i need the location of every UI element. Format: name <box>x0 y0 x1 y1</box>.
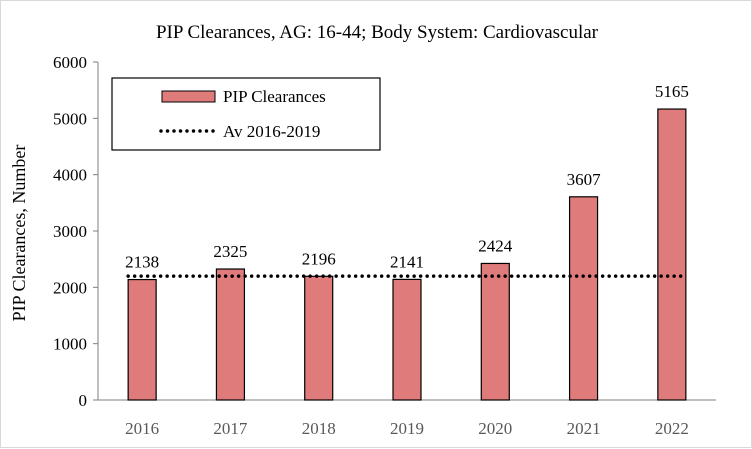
legend-swatch-bar <box>161 90 216 103</box>
bar <box>127 278 157 401</box>
x-tick-label: 2017 <box>213 419 248 438</box>
x-tick-label: 2019 <box>390 419 424 438</box>
y-tick-label: 4000 <box>53 166 87 185</box>
y-tick-label: 0 <box>79 391 88 410</box>
y-axis: 0 1000 2000 3000 4000 5000 6000 <box>53 53 99 410</box>
bar-value-label: 2325 <box>213 242 247 261</box>
y-tick-label: 2000 <box>53 278 87 297</box>
bar <box>304 275 334 401</box>
x-tick-label: 2018 <box>302 419 336 438</box>
y-tick-label: 1000 <box>53 335 87 354</box>
legend: PIP Clearances Av 2016-2019 <box>111 77 381 151</box>
legend-label-average: Av 2016-2019 <box>223 122 320 141</box>
bar-value-label: 2424 <box>478 236 513 255</box>
x-axis: 2016 2017 2018 2019 2020 2021 2022 <box>98 399 716 438</box>
bar <box>392 278 422 401</box>
bar <box>215 268 246 401</box>
bar-value-label: 2138 <box>125 253 159 272</box>
x-tick-label: 2016 <box>125 419 159 438</box>
bar-value-label: 2141 <box>390 252 424 271</box>
bar <box>568 196 599 401</box>
x-tick-label: 2020 <box>478 419 512 438</box>
y-tick-label: 3000 <box>53 222 87 241</box>
y-tick-label: 6000 <box>53 53 87 72</box>
bar-value-label: 3607 <box>567 170 602 189</box>
x-tick-label: 2021 <box>567 419 601 438</box>
chart-title: PIP Clearances, AG: 16-44; Body System: … <box>156 22 599 43</box>
legend-box <box>111 77 381 151</box>
bar-value-label: 5165 <box>655 82 689 101</box>
bar-series <box>127 108 687 401</box>
bar-value-label: 2196 <box>302 249 336 268</box>
y-axis-label: PIP Clearances, Number <box>9 145 29 322</box>
bar <box>480 262 510 401</box>
bar <box>657 108 687 401</box>
bar-value-labels: 2138 2325 2196 2141 2424 3607 5165 <box>125 82 689 272</box>
y-tick-label: 5000 <box>53 109 87 128</box>
x-tick-label: 2022 <box>655 419 689 438</box>
legend-label-bars: PIP Clearances <box>223 87 326 106</box>
